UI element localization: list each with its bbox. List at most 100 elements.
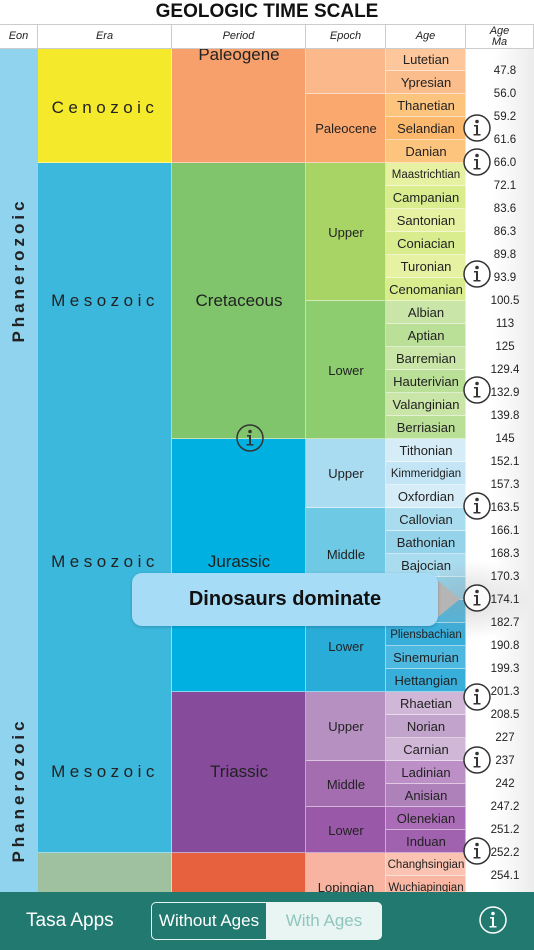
epoch-cell [306,807,386,853]
info-icon[interactable] [462,583,492,613]
age-cell [386,324,466,347]
age-cell [386,186,466,209]
age-cell [386,784,466,807]
age-label: Danian [405,144,447,159]
info-icon[interactable] [462,745,492,775]
header-cell: Period [172,24,306,49]
age-cell [386,232,466,255]
period-cell [172,439,306,692]
age-ma-label: 208.5 [490,709,520,721]
epoch-label: Upper [328,719,364,734]
age-ma-label: 66.0 [493,157,517,169]
age-ma-label: 227 [495,732,515,744]
age-label: Santonian [396,213,456,228]
age-ma-label: 163.5 [490,502,520,514]
age-ma-label: 89.8 [493,249,517,261]
toggle-option[interactable]: Without Ages [151,902,267,940]
age-ma-label: 93.9 [493,272,517,284]
age-cell [386,462,466,485]
info-icon[interactable] [462,147,492,177]
age-cell [386,853,466,876]
age-label: Ladinian [401,765,451,780]
age-label: Berriasian [396,420,456,435]
age-ma-label: 61.6 [493,134,517,146]
info-icon[interactable] [462,375,492,405]
epoch-cell [306,439,386,508]
age-cell [386,669,466,692]
age-label: Bathonian [396,535,456,550]
age-label: Aptian [407,328,445,343]
age-ma-label: 252.2 [490,847,520,859]
age-ma-label: 145 [495,433,515,445]
age-ma-label: 254.1 [490,870,520,882]
info-icon[interactable] [462,491,492,521]
age-ma-label: 237 [495,755,515,767]
info-icon[interactable] [235,423,265,453]
info-icon[interactable] [462,113,492,143]
age-ma-label: 201.3 [490,686,520,698]
age-cell [386,140,466,163]
epoch-label: Lopingian [317,880,375,895]
header-cell: Age [386,24,466,49]
info-icon[interactable] [462,259,492,289]
age-ma-label: 139.8 [490,410,520,422]
age-ma-label: 86.3 [493,226,517,238]
age-label: Tithonian [399,443,453,458]
age-cell [386,439,466,462]
age-cell [386,807,466,830]
tooltip: Dinosaurs dominate [132,573,438,626]
age-cell [386,738,466,761]
era-label: Mesozoic [51,762,159,781]
age-cell [386,94,466,117]
age-cell [386,209,466,232]
age-ma-label: 72.1 [493,180,517,192]
age-ma-label: 132.9 [490,387,520,399]
age-ma-label: 100.5 [490,295,520,307]
toggle-option-selected[interactable]: With Ages [266,902,382,940]
epoch-cell [306,94,386,163]
period-label: Jurassic [207,552,271,571]
age-label: Bajocian [401,558,451,573]
era-cell [38,163,172,853]
age-ma-label: 157.3 [490,479,520,491]
age-cell [386,715,466,738]
epoch-label: Lower [328,638,364,654]
epoch-label: Upper [328,466,364,481]
age-label: Wuchiapingian [388,881,464,894]
age-cell [386,393,466,416]
age-label: Induan [406,834,446,849]
age-cell [386,761,466,784]
age-label: Selandian [397,121,455,136]
period-label: Cretaceous [195,291,283,310]
age-label: Callovian [399,512,453,527]
epoch-label: Lower [328,822,364,838]
age-label: Changhsingian [387,858,465,871]
epoch-label: Upper [328,224,364,240]
age-label: Thanetian [397,98,455,113]
age-label: Cenomanian [389,282,463,297]
age-label: Sinemurian [393,650,459,665]
footer-brand[interactable]: Tasa Apps [26,910,114,931]
age-ma-label: 242 [495,778,515,790]
info-icon[interactable] [462,836,492,866]
age-cell [386,278,466,301]
header-cell: Era [38,24,172,49]
period-label: Paleogene [198,45,280,64]
epoch-label: Middle [326,546,366,562]
epoch-label: Middle [326,776,366,792]
age-cell [386,48,466,71]
info-icon[interactable] [478,905,508,935]
age-label: Turonian [400,259,452,274]
epoch-cell [306,48,386,94]
age-ma-label: 152.1 [490,456,520,468]
header-cell: Epoch [306,24,386,49]
age-cell [386,485,466,508]
age-label: Maastrichtian [391,168,461,181]
age-cell [386,71,466,94]
epoch-cell [306,761,386,807]
period-cell [172,692,306,853]
era-label: Mesozoic [51,552,159,571]
age-ma-label: 251.2 [490,824,520,836]
info-icon[interactable] [462,682,492,712]
